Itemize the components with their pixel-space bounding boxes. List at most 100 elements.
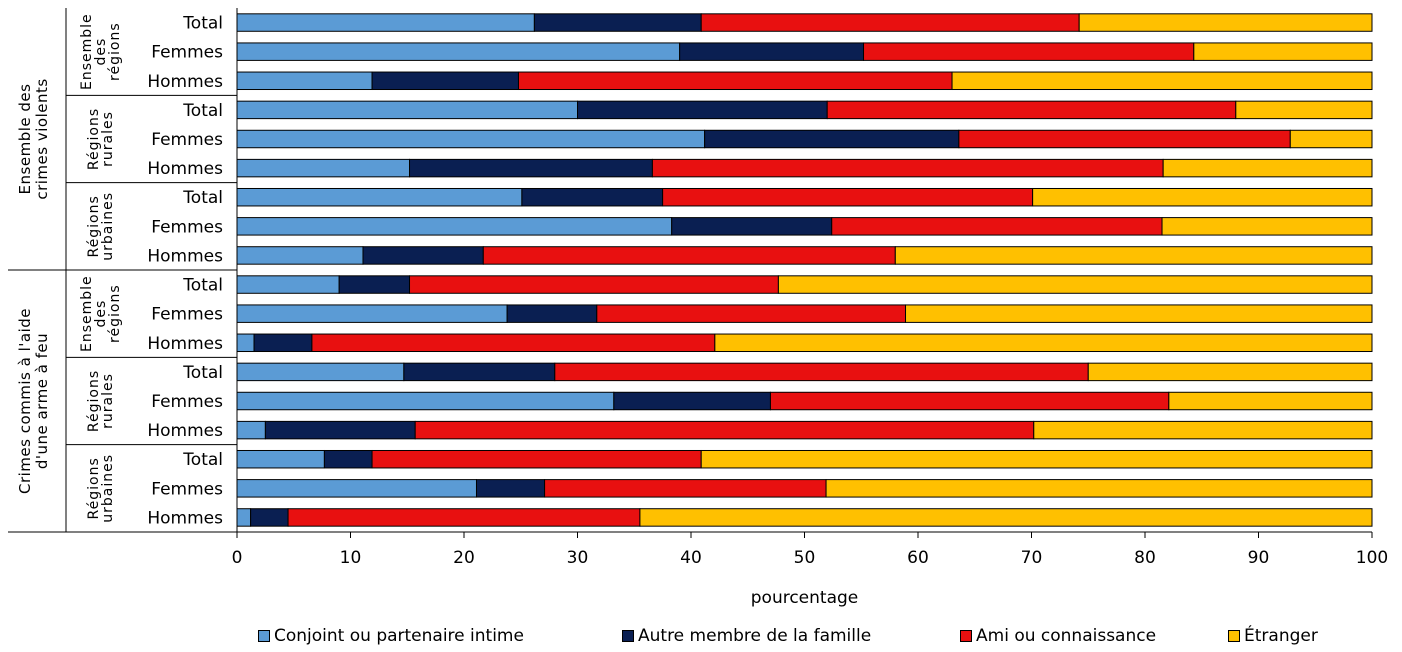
legend-item-etranger: Étranger xyxy=(1228,626,1318,646)
bar-segment-autre-membre-de-la-famille xyxy=(475,479,546,498)
row-label-hommes: Hommes xyxy=(147,334,223,354)
x-tick-label: 40 xyxy=(680,548,702,568)
bar-segment-conjoint-ou-partenaire-intime xyxy=(236,129,706,149)
axes: 0 10 20 30 40 50 60 70 80 90 100 pourcentage xyxy=(8,8,1388,608)
bar-segment-ami-ou-connaissance xyxy=(414,420,1035,440)
x-tick-label: 100 xyxy=(1356,548,1388,568)
row-label-hommes: Hommes xyxy=(147,421,223,441)
x-tick-label: 50 xyxy=(794,548,816,568)
subgroup-label-regions-rurales: Régionsrurales xyxy=(86,370,116,432)
bar-segment-ami-ou-connaissance xyxy=(769,391,1170,411)
bar-segment-ami-ou-connaissance xyxy=(700,13,1080,32)
legend-label-famille: Autre membre de la famille xyxy=(638,626,872,646)
bar-segment-conjoint-ou-partenaire-intime xyxy=(236,479,477,498)
row-label-total: Total xyxy=(182,14,223,34)
legend-label-conjoint: Conjoint ou partenaire intime xyxy=(274,626,524,646)
bar-segment-conjoint-ou-partenaire-intime xyxy=(236,275,340,294)
row-label-total: Total xyxy=(182,101,223,121)
bar-segment-conjoint-ou-partenaire-intime xyxy=(236,391,615,411)
row-label-total: Total xyxy=(182,188,223,208)
bar-segment-etranger xyxy=(1235,100,1373,120)
bar-segment-etranger xyxy=(1161,217,1373,236)
chart: 0 10 20 30 40 50 60 70 80 90 100 pourcentage Total F… xyxy=(8,8,1388,608)
category-labels: Total Femmes Hommes Total Femmes Hommes Total F… xyxy=(16,13,223,528)
bar-segment-etranger xyxy=(714,333,1373,353)
bar-segment-ami-ou-connaissance xyxy=(409,275,779,294)
bar-segment-etranger xyxy=(905,304,1373,323)
legend-swatch-etranger xyxy=(1228,630,1240,642)
row-label-femmes: Femmes xyxy=(151,43,223,63)
bar-segment-etranger xyxy=(1168,391,1373,411)
x-tick-label: 90 xyxy=(1248,548,1270,568)
bar-segment-conjoint-ou-partenaire-intime xyxy=(236,420,266,440)
bar-segment-conjoint-ou-partenaire-intime xyxy=(236,362,405,382)
row-label-hommes: Hommes xyxy=(147,246,223,266)
bar-segment-autre-membre-de-la-famille xyxy=(577,100,828,120)
row-label-total: Total xyxy=(182,276,223,296)
bar-segment-autre-membre-de-la-famille xyxy=(506,304,598,323)
bar-segment-autre-membre-de-la-famille xyxy=(613,391,771,411)
bar-segment-ami-ou-connaissance xyxy=(517,71,953,91)
bar-segment-autre-membre-de-la-famille xyxy=(521,187,664,207)
bar-segment-ami-ou-connaissance xyxy=(662,187,1034,207)
bar-segment-ami-ou-connaissance xyxy=(596,304,907,323)
x-tick-label: 20 xyxy=(453,548,475,568)
bar-segment-etranger xyxy=(1087,362,1373,382)
x-tick-label: 10 xyxy=(340,548,362,568)
bar-segment-autre-membre-de-la-famille xyxy=(403,362,556,382)
bar-segment-autre-membre-de-la-famille xyxy=(409,158,653,178)
legend-item-famille: Autre membre de la famille xyxy=(622,626,871,646)
bar-segment-etranger xyxy=(1193,42,1373,61)
legend-label-ami: Ami ou connaissance xyxy=(976,626,1157,646)
bar-segment-conjoint-ou-partenaire-intime xyxy=(236,158,411,178)
bar-segment-autre-membre-de-la-famille xyxy=(264,420,416,440)
bar-segment-conjoint-ou-partenaire-intime xyxy=(236,217,673,236)
subgroup-label-ensemble-des-regions: Ensembledesrégions xyxy=(79,275,123,352)
bar-segment-autre-membre-de-la-famille xyxy=(371,71,519,91)
legend: Conjoint ou partenaire intime Autre memb… xyxy=(0,626,1402,652)
bar-segment-conjoint-ou-partenaire-intime xyxy=(236,100,578,120)
legend-swatch-ami xyxy=(960,630,972,642)
row-label-hommes: Hommes xyxy=(147,72,223,92)
bar-segment-ami-ou-connaissance xyxy=(863,42,1195,61)
row-label-hommes: Hommes xyxy=(147,159,223,179)
bar-plot-area xyxy=(236,13,1373,527)
bar-segment-conjoint-ou-partenaire-intime xyxy=(236,71,373,91)
bar-segment-autre-membre-de-la-famille xyxy=(671,217,833,236)
row-label-hommes: Hommes xyxy=(147,508,223,528)
row-label-total: Total xyxy=(182,363,223,383)
bar-segment-etranger xyxy=(700,449,1373,469)
bar-segment-ami-ou-connaissance xyxy=(958,129,1291,149)
bar-segment-etranger xyxy=(777,275,1373,294)
bar-segment-ami-ou-connaissance xyxy=(287,508,641,527)
bar-segment-ami-ou-connaissance xyxy=(651,158,1164,178)
row-label-femmes: Femmes xyxy=(151,305,223,325)
bar-segment-conjoint-ou-partenaire-intime xyxy=(236,246,364,265)
row-label-femmes: Femmes xyxy=(151,479,223,499)
row-label-femmes: Femmes xyxy=(151,130,223,150)
bar-segment-ami-ou-connaissance xyxy=(831,217,1163,236)
x-tick-label: 30 xyxy=(567,548,589,568)
subgroup-label-regions-rurales: Régionsrurales xyxy=(86,108,116,170)
x-axis-title: pourcentage xyxy=(751,588,859,608)
legend-label-etranger: Étranger xyxy=(1244,626,1318,646)
bar-segment-etranger xyxy=(1033,420,1373,440)
bar-segment-etranger xyxy=(639,508,1373,527)
bar-segment-etranger xyxy=(894,246,1373,265)
bar-segment-ami-ou-connaissance xyxy=(554,362,1089,382)
subgroup-label-ensemble-des-regions: Ensembledesrégions xyxy=(79,13,123,90)
bar-segment-autre-membre-de-la-famille xyxy=(250,508,289,527)
legend-swatch-famille xyxy=(622,630,634,642)
bar-segment-etranger xyxy=(1289,129,1373,149)
bar-segment-autre-membre-de-la-famille xyxy=(679,42,865,61)
bar-segment-autre-membre-de-la-famille xyxy=(362,246,484,265)
bar-segment-autre-membre-de-la-famille xyxy=(253,333,313,353)
bar-segment-conjoint-ou-partenaire-intime xyxy=(236,187,523,207)
bar-segment-conjoint-ou-partenaire-intime xyxy=(236,13,535,32)
bar-segment-conjoint-ou-partenaire-intime xyxy=(236,304,508,323)
bar-segment-etranger xyxy=(1032,187,1373,207)
x-tick-label: 80 xyxy=(1134,548,1156,568)
legend-item-ami: Ami ou connaissance xyxy=(960,626,1156,646)
x-tick-label: 0 xyxy=(232,548,243,568)
x-tick-label: 70 xyxy=(1021,548,1043,568)
